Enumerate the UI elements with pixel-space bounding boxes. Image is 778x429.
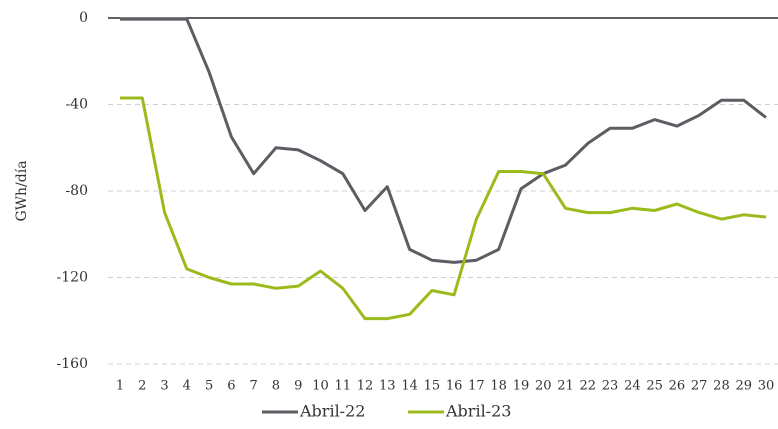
y-tick-label: -120 [57,270,88,286]
x-tick-label: 29 [735,379,752,394]
x-tick-label: 3 [160,379,168,394]
x-tick-label: 1 [116,379,124,394]
x-tick-label: 24 [624,379,641,394]
x-tick-label: 28 [713,379,730,394]
x-tick-label: 11 [334,379,351,394]
x-tick-label: 2 [138,379,146,394]
y-tick-label: -160 [57,356,88,372]
x-tick-label: 5 [205,379,213,394]
x-tick-label: 4 [183,379,191,394]
x-tick-label: 25 [646,379,663,394]
y-tick-label: -80 [65,183,88,199]
x-tick-label: 26 [669,379,686,394]
y-axis-label: GWh/día [14,160,30,221]
x-tick-label: 19 [513,379,530,394]
y-tick-label: -40 [65,97,88,113]
x-tick-label: 23 [602,379,619,394]
y-tick-label: 0 [79,10,88,26]
x-tick-label: 27 [691,379,708,394]
x-tick-label: 6 [227,379,235,394]
legend-label: Abril-22 [299,402,365,421]
x-tick-label: 14 [401,379,418,394]
legend-label: Abril-23 [445,402,511,421]
x-tick-label: 16 [446,379,463,394]
x-tick-label: 7 [250,379,258,394]
series-line [120,96,767,321]
x-tick-label: 18 [490,379,507,394]
x-tick-label: 22 [580,379,597,394]
x-tick-label: 10 [312,379,329,394]
x-tick-label: 17 [468,379,485,394]
series-line [120,17,767,264]
x-tick-label: 9 [294,379,302,394]
x-tick-label: 8 [272,379,280,394]
x-tick-label: 13 [379,379,396,394]
x-tick-label: 15 [424,379,441,394]
x-tick-label: 30 [758,379,775,394]
x-tick-label: 21 [557,379,574,394]
x-tick-label: 20 [535,379,552,394]
x-tick-label: 12 [357,379,374,394]
